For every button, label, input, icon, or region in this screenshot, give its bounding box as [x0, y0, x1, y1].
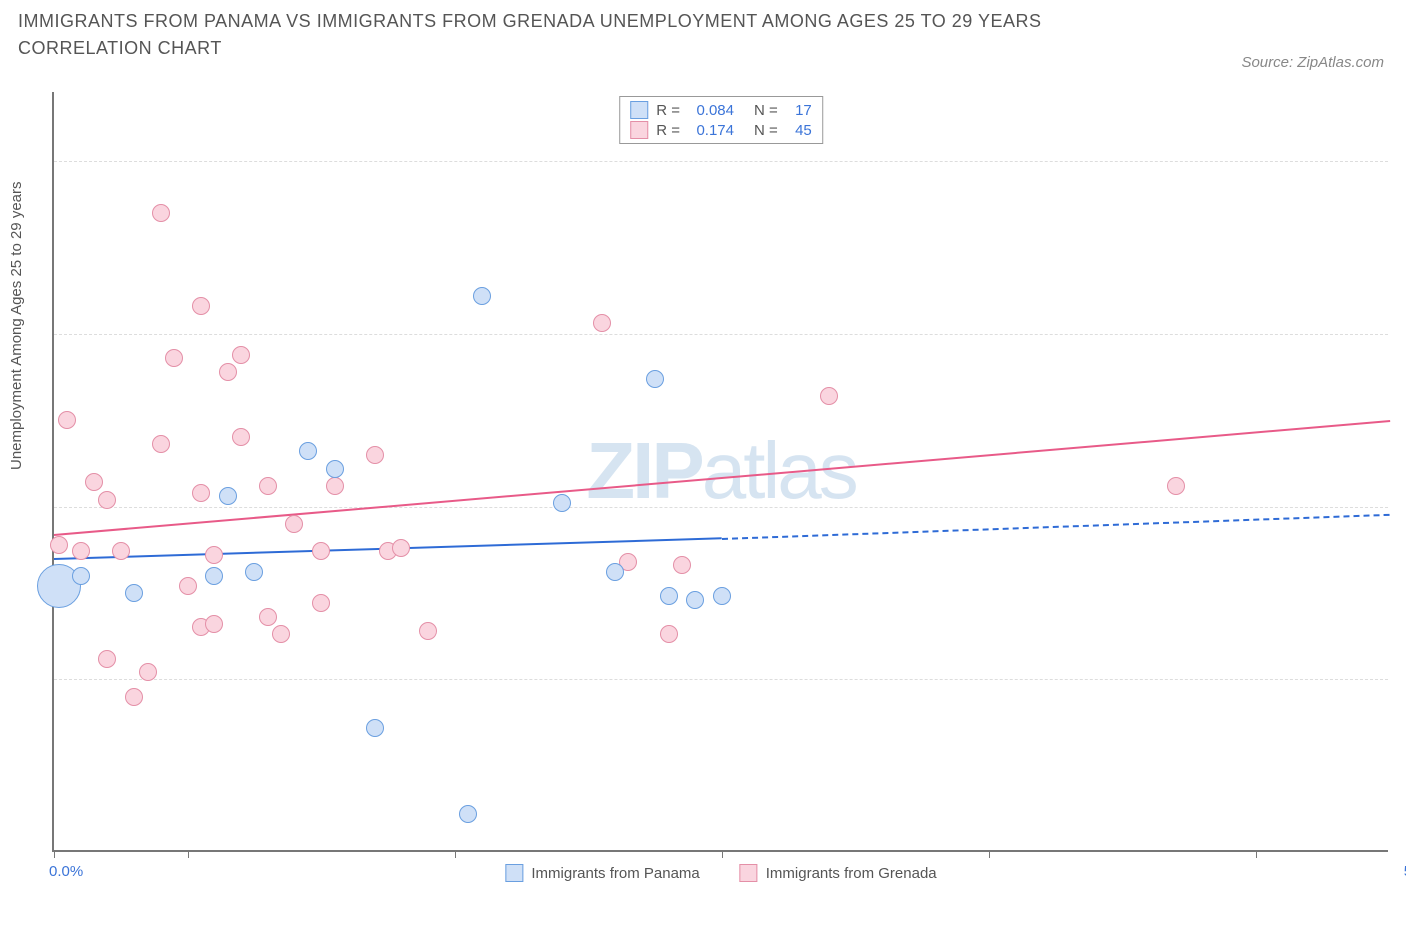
gridline — [54, 334, 1388, 335]
data-point-grenada — [593, 314, 611, 332]
legend-bottom-item: Immigrants from Grenada — [740, 864, 937, 882]
data-point-grenada — [58, 411, 76, 429]
y-tick-label: 10.0% — [1393, 498, 1406, 515]
data-point-panama — [326, 460, 344, 478]
data-point-panama — [686, 591, 704, 609]
data-point-grenada — [205, 546, 223, 564]
data-point-grenada — [660, 625, 678, 643]
data-point-grenada — [112, 542, 130, 560]
gridline — [54, 507, 1388, 508]
source-label: Source: ZipAtlas.com — [1241, 54, 1384, 71]
x-tick — [188, 850, 189, 858]
data-point-grenada — [205, 615, 223, 633]
legend-r-label: R = — [656, 102, 680, 119]
data-point-grenada — [72, 542, 90, 560]
data-point-grenada — [285, 515, 303, 533]
legend-r-value: 0.174 — [688, 122, 734, 139]
data-point-grenada — [125, 688, 143, 706]
legend-swatch — [630, 101, 648, 119]
legend-bottom-item: Immigrants from Panama — [505, 864, 699, 882]
data-point-grenada — [85, 473, 103, 491]
data-point-panama — [473, 287, 491, 305]
data-point-grenada — [820, 387, 838, 405]
legend-n-value: 17 — [786, 102, 812, 119]
legend-top: R = 0.084 N = 17 R = 0.174 N = 45 — [619, 96, 823, 144]
data-point-grenada — [419, 622, 437, 640]
legend-r-label: R = — [656, 122, 680, 139]
data-point-grenada — [232, 428, 250, 446]
watermark-light: atlas — [702, 426, 856, 515]
y-tick-label: 20.0% — [1393, 153, 1406, 170]
legend-bottom: Immigrants from Panama Immigrants from Gr… — [505, 864, 936, 882]
data-point-grenada — [259, 477, 277, 495]
data-point-grenada — [1167, 477, 1185, 495]
data-point-panama — [553, 494, 571, 512]
chart-title: IMMIGRANTS FROM PANAMA VS IMMIGRANTS FRO… — [18, 8, 1118, 62]
data-point-grenada — [50, 536, 68, 554]
data-point-grenada — [259, 608, 277, 626]
x-tick — [722, 850, 723, 858]
data-point-panama — [713, 587, 731, 605]
data-point-panama — [459, 805, 477, 823]
data-point-panama — [366, 719, 384, 737]
data-point-grenada — [673, 556, 691, 574]
legend-n-label: N = — [754, 122, 778, 139]
x-tick — [455, 850, 456, 858]
y-tick-label: 5.0% — [1393, 671, 1406, 688]
data-point-grenada — [366, 446, 384, 464]
y-tick-label: 15.0% — [1393, 325, 1406, 342]
data-point-panama — [72, 567, 90, 585]
trend-line-extrapolated — [722, 513, 1390, 539]
x-tick — [1256, 850, 1257, 858]
x-tick — [54, 850, 55, 858]
data-point-grenada — [98, 650, 116, 668]
plot-area: ZIPatlas R =0.084N =17R =0.174N =45 0.0%… — [52, 92, 1388, 852]
legend-swatch — [740, 864, 758, 882]
data-point-grenada — [139, 663, 157, 681]
data-point-grenada — [272, 625, 290, 643]
legend-swatch — [505, 864, 523, 882]
data-point-grenada — [152, 204, 170, 222]
data-point-grenada — [392, 539, 410, 557]
data-point-panama — [245, 563, 263, 581]
data-point-grenada — [312, 594, 330, 612]
legend-n-value: 45 — [786, 122, 812, 139]
legend-series-label: Immigrants from Panama — [531, 865, 699, 882]
watermark-bold: ZIP — [586, 426, 701, 515]
legend-series-label: Immigrants from Grenada — [766, 865, 937, 882]
data-point-grenada — [179, 577, 197, 595]
legend-top-row: R = 0.084 N = 17 — [630, 101, 812, 119]
legend-swatch — [630, 121, 648, 139]
legend-r-value: 0.084 — [688, 102, 734, 119]
data-point-grenada — [152, 435, 170, 453]
x-tick — [989, 850, 990, 858]
data-point-grenada — [98, 491, 116, 509]
legend-n-label: N = — [754, 102, 778, 119]
data-point-grenada — [165, 349, 183, 367]
gridline — [54, 161, 1388, 162]
data-point-grenada — [192, 484, 210, 502]
data-point-panama — [606, 563, 624, 581]
data-point-grenada — [312, 542, 330, 560]
y-axis-label: Unemployment Among Ages 25 to 29 years — [8, 181, 25, 470]
data-point-panama — [219, 487, 237, 505]
data-point-grenada — [192, 297, 210, 315]
data-point-panama — [646, 370, 664, 388]
legend-top-row: R = 0.174 N = 45 — [630, 121, 812, 139]
data-point-panama — [205, 567, 223, 585]
x-tick-label-min: 0.0% — [49, 863, 83, 880]
data-point-panama — [299, 442, 317, 460]
data-point-panama — [125, 584, 143, 602]
data-point-panama — [660, 587, 678, 605]
data-point-grenada — [232, 346, 250, 364]
gridline — [54, 679, 1388, 680]
trend-line — [54, 420, 1390, 536]
data-point-grenada — [219, 363, 237, 381]
data-point-grenada — [326, 477, 344, 495]
